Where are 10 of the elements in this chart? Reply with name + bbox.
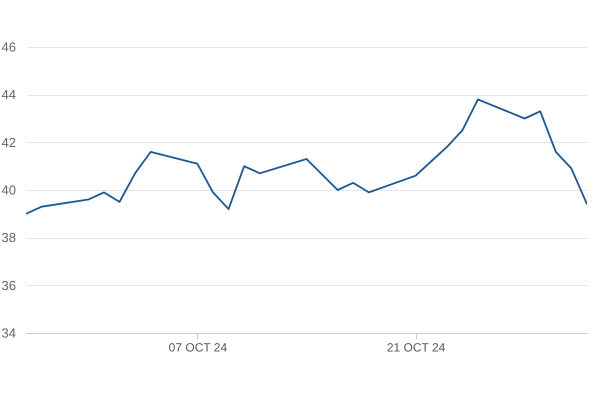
y-tick-label: 40 [2,182,16,198]
y-tick-label: 42 [2,134,16,150]
x-tick-label: 21 OCT 24 [386,340,446,354]
y-tick-label: 34 [2,326,16,340]
y-tick-label: 46 [2,40,16,54]
x-tick-label: 07 OCT 24 [168,340,228,354]
y-tick-label: 44 [2,87,16,102]
line-series [26,98,587,215]
y-tick-label: 38 [2,230,16,246]
y-tick-label: 36 [2,278,16,293]
